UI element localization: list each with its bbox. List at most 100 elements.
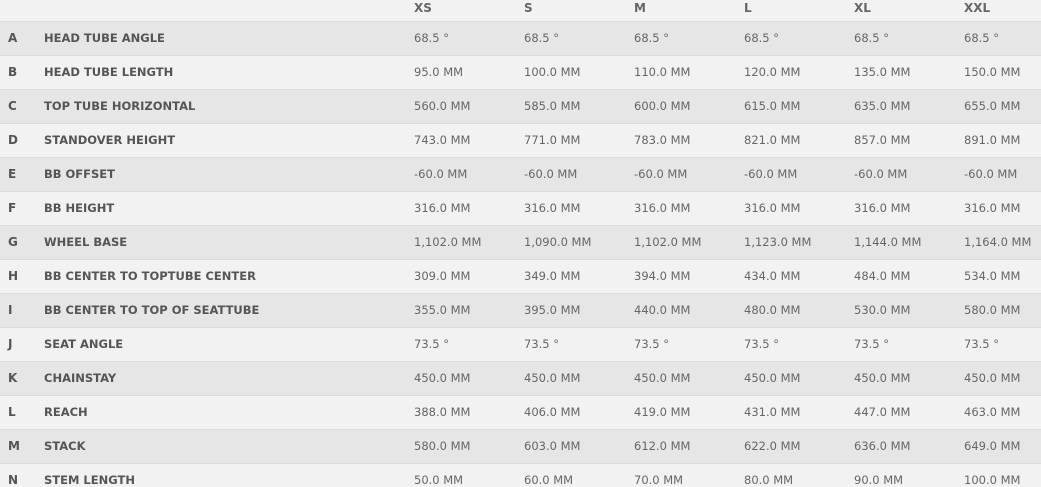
measurement-value: 622.0 MM [744, 439, 801, 453]
measurement-value: 635.0 MM [854, 99, 911, 113]
measurement-value: 783.0 MM [634, 133, 691, 147]
measurement-value: 1,090.0 MM [524, 235, 592, 249]
measurement-value: 649.0 MM [964, 439, 1021, 453]
measurement-value: 68.5 ° [524, 31, 560, 45]
measurement-value: 431.0 MM [744, 405, 801, 419]
measurement-value: 68.5 ° [414, 31, 450, 45]
measurement-name: STANDOVER HEIGHT [44, 133, 176, 147]
measurement-name: REACH [44, 405, 88, 419]
measurement-value: 771.0 MM [524, 133, 581, 147]
measurement-value: 68.5 ° [854, 31, 890, 45]
measurement-value: 309.0 MM [414, 269, 471, 283]
row-letter: H [8, 269, 19, 283]
measurement-value: 450.0 MM [964, 371, 1021, 385]
measurement-value: -60.0 MM [744, 167, 798, 181]
row-letter: M [8, 439, 20, 453]
measurement-value: -60.0 MM [414, 167, 468, 181]
measurement-value: 585.0 MM [524, 99, 581, 113]
measurement-name: SEAT ANGLE [44, 337, 124, 351]
table-row: I BB CENTER TO TOP OF SEATTUBE 355.0 MM 395… [0, 293, 1041, 327]
measurement-value: 394.0 MM [634, 269, 691, 283]
size-header-xs: XS [414, 1, 432, 15]
measurement-value: 1,102.0 MM [634, 235, 702, 249]
table-row: L REACH 388.0 MM 406.0 MM 419.0 MM 431.0 MM 44… [0, 395, 1041, 429]
measurement-value: 73.5 ° [964, 337, 1000, 351]
measurement-value: 1,123.0 MM [744, 235, 812, 249]
measurement-value: -60.0 MM [854, 167, 908, 181]
measurement-value: 316.0 MM [964, 201, 1021, 215]
measurement-value: 316.0 MM [854, 201, 911, 215]
measurement-value: 530.0 MM [854, 303, 911, 317]
measurement-value: 463.0 MM [964, 405, 1021, 419]
measurement-name: BB HEIGHT [44, 201, 115, 215]
table-row: K CHAINSTAY 450.0 MM 450.0 MM 450.0 MM 450.0 … [0, 361, 1041, 395]
measurement-name: BB CENTER TO TOP OF SEATTUBE [44, 303, 260, 317]
row-letter: B [8, 65, 18, 79]
measurement-value: 110.0 MM [634, 65, 691, 79]
measurement-name: STACK [44, 439, 86, 453]
row-letter: C [8, 99, 17, 113]
measurement-name: BB OFFSET [44, 167, 116, 181]
row-letter: I [8, 303, 13, 317]
measurement-value: 68.5 ° [634, 31, 670, 45]
measurement-value: 615.0 MM [744, 99, 801, 113]
measurement-value: 316.0 MM [524, 201, 581, 215]
row-letter: L [8, 405, 16, 419]
measurement-value: 349.0 MM [524, 269, 581, 283]
measurement-value: 434.0 MM [744, 269, 801, 283]
table-row: C TOP TUBE HORIZONTAL 560.0 MM 585.0 MM 600.… [0, 89, 1041, 123]
measurement-value: 73.5 ° [414, 337, 450, 351]
table-row: D STANDOVER HEIGHT 743.0 MM 771.0 MM 783.0 M… [0, 123, 1041, 157]
measurement-value: 603.0 MM [524, 439, 581, 453]
row-letter: F [8, 201, 17, 215]
measurement-value: 821.0 MM [744, 133, 801, 147]
measurement-value: 316.0 MM [634, 201, 691, 215]
table-row: A HEAD TUBE ANGLE 68.5 ° 68.5 ° 68.5 ° 68.5 °… [0, 21, 1041, 55]
measurement-value: 73.5 ° [854, 337, 890, 351]
measurement-name: STEM LENGTH [44, 473, 135, 487]
table-row: N STEM LENGTH 50.0 MM 60.0 MM 70.0 MM 80.0 MM… [0, 463, 1041, 487]
measurement-name: WHEEL BASE [44, 235, 128, 249]
measurement-value: 857.0 MM [854, 133, 911, 147]
measurement-value: 560.0 MM [414, 99, 471, 113]
table-row: B HEAD TUBE LENGTH 95.0 MM 100.0 MM 110.0 MM… [0, 55, 1041, 89]
measurement-value: 447.0 MM [854, 405, 911, 419]
measurement-value: 636.0 MM [854, 439, 911, 453]
row-letter: K [8, 371, 18, 385]
measurement-value: 891.0 MM [964, 133, 1021, 147]
table-row: F BB HEIGHT 316.0 MM 316.0 MM 316.0 MM 316.0 … [0, 191, 1041, 225]
measurement-value: -60.0 MM [634, 167, 688, 181]
size-header-xl: XL [854, 1, 871, 15]
table-row: H BB CENTER TO TOPTUBE CENTER 309.0 MM 349.… [0, 259, 1041, 293]
measurement-value: 484.0 MM [854, 269, 911, 283]
measurement-value: 388.0 MM [414, 405, 471, 419]
measurement-value: 68.5 ° [744, 31, 780, 45]
measurement-value: 580.0 MM [964, 303, 1021, 317]
measurement-name: CHAINSTAY [44, 371, 117, 385]
row-letter: A [8, 31, 18, 45]
measurement-value: 316.0 MM [414, 201, 471, 215]
measurement-name: HEAD TUBE ANGLE [44, 31, 165, 45]
measurement-value: 743.0 MM [414, 133, 471, 147]
measurement-value: 50.0 MM [414, 473, 464, 487]
measurement-value: 316.0 MM [744, 201, 801, 215]
measurement-value: 95.0 MM [414, 65, 464, 79]
measurement-value: 73.5 ° [524, 337, 560, 351]
header-row: XS S M L XL XXL [0, 0, 1041, 21]
measurement-value: 395.0 MM [524, 303, 581, 317]
measurement-value: 450.0 MM [414, 371, 471, 385]
measurement-value: 90.0 MM [854, 473, 904, 487]
measurement-value: 73.5 ° [634, 337, 670, 351]
measurement-name: TOP TUBE HORIZONTAL [44, 99, 196, 113]
row-letter: N [8, 473, 19, 487]
measurement-value: 80.0 MM [744, 473, 794, 487]
table-row: M STACK 580.0 MM 603.0 MM 612.0 MM 622.0 MM 63… [0, 429, 1041, 463]
table-row: E BB OFFSET -60.0 MM -60.0 MM -60.0 MM -60.0 … [0, 157, 1041, 191]
size-header-m: M [634, 1, 646, 15]
measurement-value: 70.0 MM [634, 473, 684, 487]
measurement-value: 100.0 MM [524, 65, 581, 79]
measurement-value: 480.0 MM [744, 303, 801, 317]
measurement-value: 68.5 ° [964, 31, 1000, 45]
measurement-value: 580.0 MM [414, 439, 471, 453]
measurement-name: HEAD TUBE LENGTH [44, 65, 174, 79]
